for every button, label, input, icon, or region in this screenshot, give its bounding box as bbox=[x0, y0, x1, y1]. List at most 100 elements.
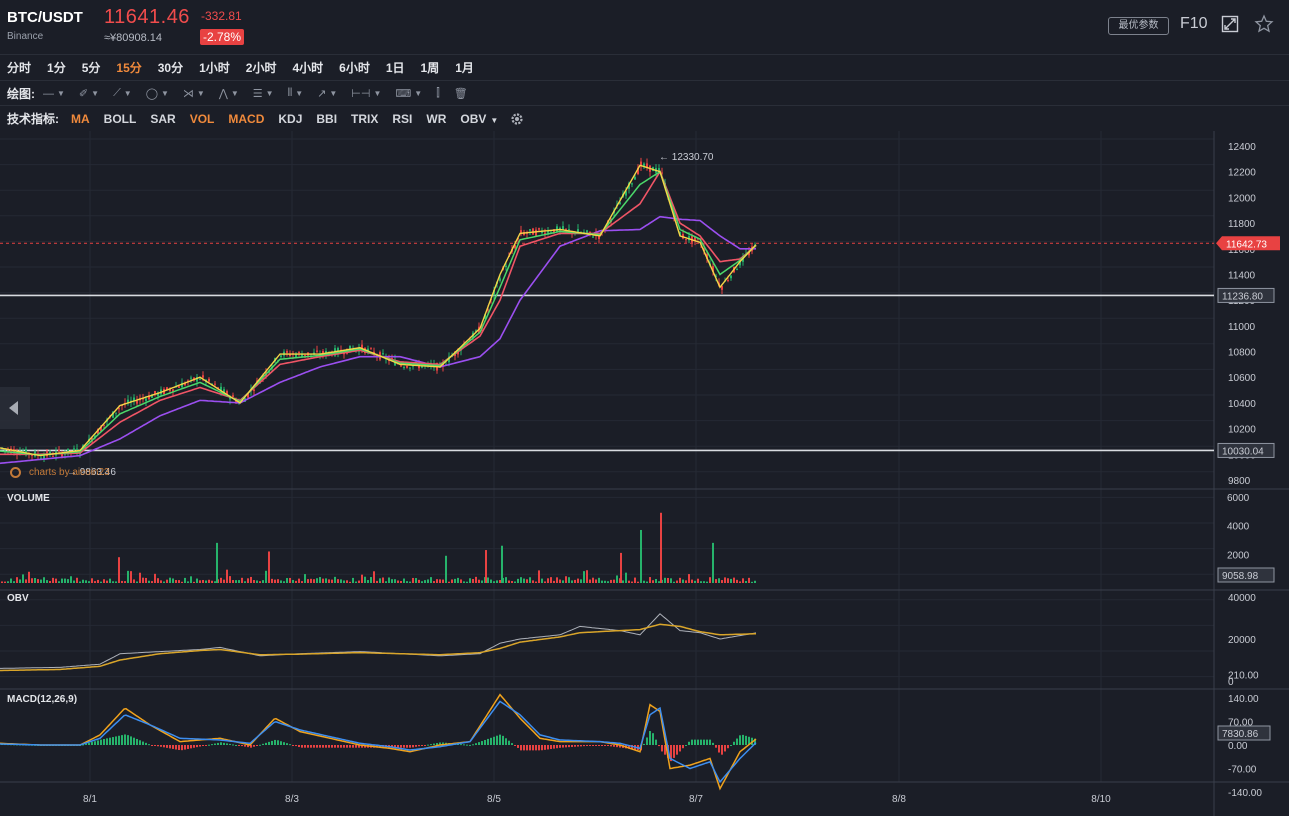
price-axis-tick: 10800 bbox=[1228, 348, 1256, 359]
candle-body bbox=[535, 229, 537, 236]
candle-body bbox=[367, 348, 369, 351]
trash-icon[interactable]: 🗑 bbox=[453, 88, 468, 100]
volume-bar bbox=[220, 577, 222, 583]
macd-axis-tick: 0.00 bbox=[1228, 741, 1248, 752]
trend-line-tool[interactable]: ⟋ ▼ bbox=[113, 87, 132, 99]
candle-body bbox=[538, 228, 540, 230]
volume-bar bbox=[730, 578, 732, 583]
indicator-wr[interactable]: WR bbox=[426, 111, 447, 126]
time-axis-tick: 8/8 bbox=[892, 794, 906, 805]
volume-bar bbox=[508, 580, 510, 583]
volume-bar bbox=[697, 578, 699, 583]
indicator-boll[interactable]: BOLL bbox=[103, 111, 137, 126]
volume-bar bbox=[625, 572, 627, 583]
measure-tool[interactable]: ⊢⊣ ▼ bbox=[351, 88, 382, 100]
pair-symbol[interactable]: BTC/USDT bbox=[7, 9, 83, 26]
macd-histogram-bar bbox=[526, 745, 528, 751]
macd-histogram-bar bbox=[433, 743, 435, 745]
volume-bar bbox=[691, 579, 693, 583]
volume-bar bbox=[646, 581, 648, 583]
indicator-kdj[interactable]: KDJ bbox=[278, 111, 303, 126]
arrow-tool[interactable]: ↗ ▼ bbox=[317, 88, 338, 100]
collapse-panel-toggle[interactable] bbox=[0, 387, 30, 429]
volume-spike-bar bbox=[640, 529, 642, 583]
period-tab-4[interactable]: 30分 bbox=[157, 61, 184, 75]
indicator-rsi[interactable]: RSI bbox=[392, 111, 413, 126]
volume-bar bbox=[280, 580, 282, 583]
period-tab-0[interactable]: 分时 bbox=[7, 61, 32, 75]
volume-bar bbox=[493, 581, 495, 583]
macd-histogram-bar bbox=[436, 743, 438, 745]
volume-bar bbox=[208, 579, 210, 583]
horizontal-line-label: 11236.80 bbox=[1222, 291, 1263, 302]
indicator-trix[interactable]: TRIX bbox=[351, 111, 379, 126]
fib-tool[interactable]: ☰ ▼ bbox=[252, 88, 274, 100]
horizontal-line-tool[interactable]: — ▼ bbox=[43, 87, 65, 100]
gann-tool[interactable]: ⫴ ▼ bbox=[287, 87, 304, 99]
zigzag-tool[interactable]: ⋊ ▼ bbox=[182, 88, 205, 100]
indicator-ma[interactable]: MA bbox=[71, 111, 90, 126]
pen-tool[interactable]: ✐ ▼ bbox=[78, 88, 100, 100]
f10-button[interactable]: F10 bbox=[1180, 15, 1208, 32]
volume-bar bbox=[73, 580, 75, 583]
period-toolbar: 分时 1分 5分 15分 30分 1小时 2小时 4小时 6小时 1日 1周 1月 bbox=[0, 54, 1289, 80]
volume-bar bbox=[634, 577, 636, 583]
period-tab-6[interactable]: 2小时 bbox=[245, 61, 277, 75]
volume-spike-bar bbox=[660, 512, 662, 583]
macd-histogram-bar bbox=[577, 745, 579, 747]
volume-bar bbox=[31, 578, 33, 583]
volume-bar bbox=[160, 580, 162, 583]
period-tab-7[interactable]: 4小时 bbox=[292, 61, 324, 75]
period-tab-11[interactable]: 1月 bbox=[455, 61, 474, 75]
volume-bar bbox=[721, 580, 723, 583]
volume-bar bbox=[196, 578, 198, 583]
macd-histogram-bar bbox=[358, 745, 360, 748]
period-tab-2[interactable]: 5分 bbox=[81, 61, 101, 75]
volume-bar bbox=[718, 578, 720, 583]
macd-histogram-bar bbox=[649, 731, 651, 745]
indicator-obv[interactable]: OBV ▼ bbox=[460, 111, 499, 126]
volume-bar bbox=[316, 578, 318, 583]
chart-area[interactable]: 1240012200120001180011600114001120011000… bbox=[0, 131, 1289, 816]
period-tab-5[interactable]: 1小时 bbox=[199, 61, 230, 75]
volume-bar bbox=[94, 581, 96, 583]
period-tab-3[interactable]: 15分 bbox=[116, 61, 142, 75]
chart-canvas[interactable]: 1240012200120001180011600114001120011000… bbox=[0, 131, 1289, 816]
period-tab-1[interactable]: 1分 bbox=[47, 61, 66, 75]
more-indicators-chevron-icon[interactable]: ▼ bbox=[490, 115, 499, 125]
optimal-params-button[interactable]: 最优参数 bbox=[1108, 17, 1169, 35]
macd-histogram-bar bbox=[160, 745, 162, 747]
period-tab-10[interactable]: 1周 bbox=[420, 61, 440, 75]
volume-axis-tick: 6000 bbox=[1227, 493, 1250, 504]
text-tool[interactable]: ⌨ ▼ bbox=[395, 88, 423, 100]
period-tab-9[interactable]: 1日 bbox=[385, 61, 405, 75]
macd-histogram-bar bbox=[535, 745, 537, 751]
volume-bar bbox=[496, 580, 498, 583]
gear-icon[interactable] bbox=[510, 112, 524, 126]
period-tab-8[interactable]: 6小时 bbox=[339, 61, 370, 75]
volume-bar bbox=[751, 581, 753, 583]
indicator-bbi[interactable]: BBI bbox=[316, 111, 338, 126]
candle-body bbox=[97, 429, 99, 435]
ellipse-tool[interactable]: ◯ ▼ bbox=[145, 88, 169, 100]
fullscreen-icon[interactable] bbox=[1221, 15, 1239, 33]
volume-bar bbox=[487, 577, 489, 583]
macd-histogram-bar bbox=[238, 745, 240, 746]
macd-histogram-bar bbox=[199, 745, 201, 747]
star-icon[interactable] bbox=[1254, 14, 1274, 34]
volume-bar bbox=[412, 577, 414, 583]
volume-bar bbox=[631, 581, 633, 583]
volume-bar bbox=[103, 579, 105, 583]
indicator-vol[interactable]: VOL bbox=[189, 111, 215, 126]
macd-histogram-bar bbox=[691, 739, 693, 745]
indicator-toolbar: 技术指标: MA BOLL SAR VOL MACD KDJ BBI TRIX RSI WR OBV… bbox=[0, 105, 1289, 131]
volume-bar bbox=[373, 571, 375, 583]
candle-body bbox=[73, 448, 75, 452]
indicator-macd[interactable]: MACD bbox=[228, 111, 265, 126]
macd-histogram-bar bbox=[547, 745, 549, 750]
pattern-tool[interactable]: ⋀ ▼ bbox=[218, 88, 239, 100]
volume-bar bbox=[115, 581, 117, 583]
bars-tool[interactable]: ⫿ bbox=[436, 87, 440, 99]
indicator-sar[interactable]: SAR bbox=[150, 111, 176, 126]
volume-bar bbox=[652, 580, 654, 583]
